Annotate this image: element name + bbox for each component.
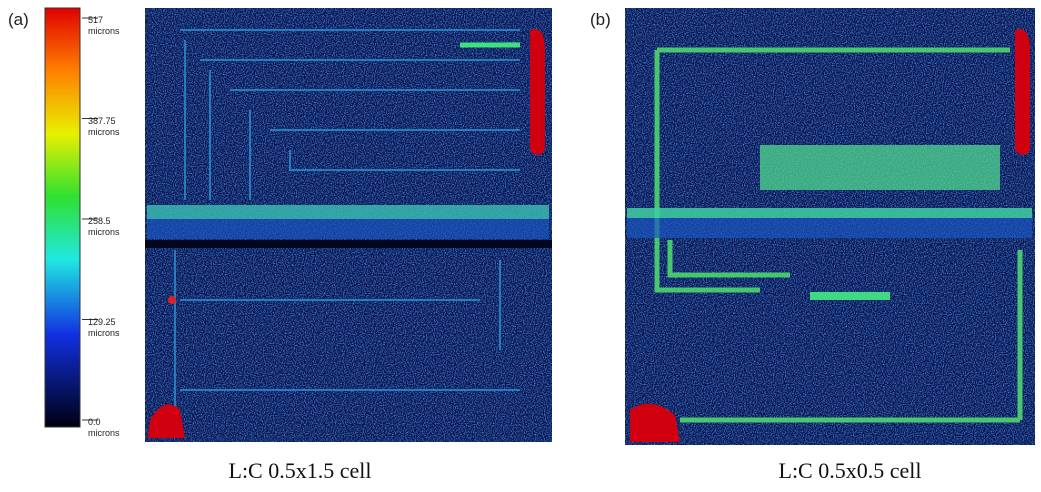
panel-label: (a) <box>8 10 29 29</box>
caption: L:C 0.5x0.5 cell <box>778 458 922 483</box>
heatmap-a <box>145 8 552 442</box>
heatmap-b <box>625 8 1035 445</box>
panel-label: (b) <box>590 10 611 29</box>
colorbar-ticks <box>82 17 98 421</box>
colorbar-tick-label: 0.0 microns <box>88 417 120 438</box>
colorbar-tick-label: 517 microns <box>88 15 120 36</box>
colorbar-tick-label: 258.5 microns <box>88 216 120 237</box>
caption: L:C 0.5x1.5 cell <box>228 458 372 483</box>
colorbar <box>44 7 81 428</box>
colorbar-tick-label: 129.25 microns <box>88 316 120 338</box>
colorbar-tick-label: 387.75 microns <box>88 115 120 137</box>
